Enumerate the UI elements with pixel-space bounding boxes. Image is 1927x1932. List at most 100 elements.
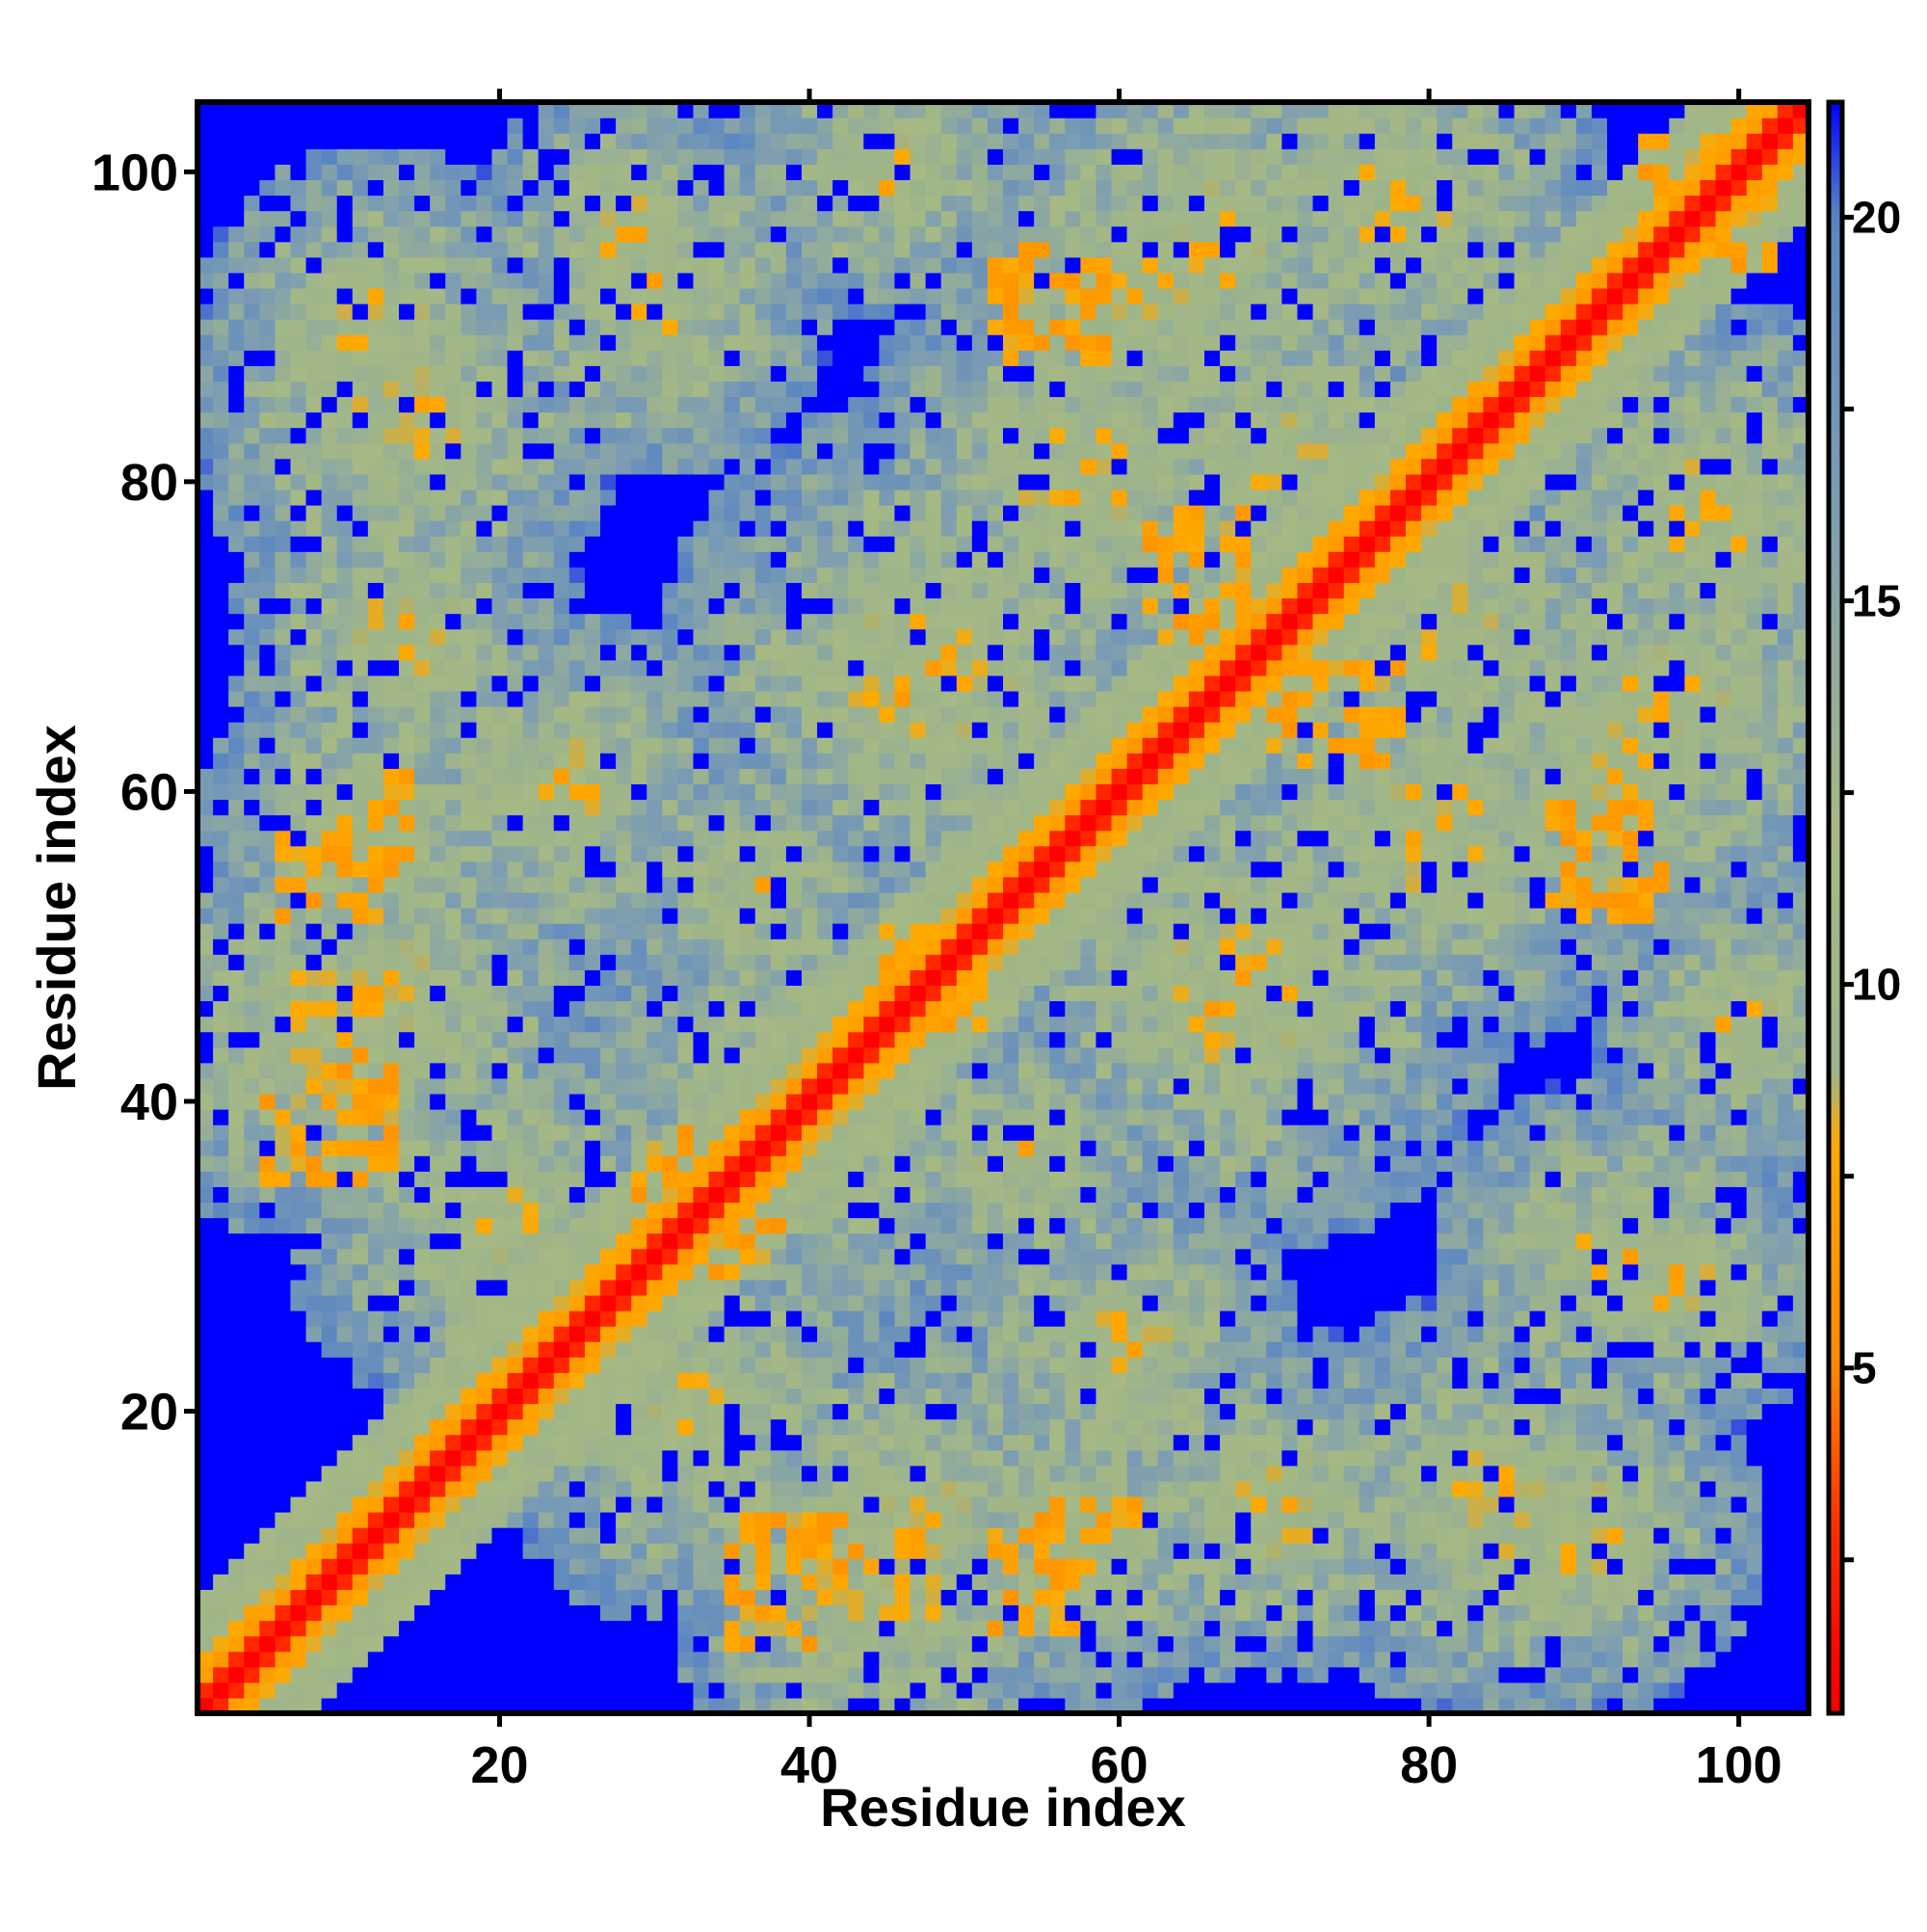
- heatmap-cell: [817, 1016, 833, 1033]
- heatmap-cell: [522, 287, 540, 304]
- heatmap-cell: [198, 225, 214, 243]
- heatmap-cell: [848, 860, 864, 878]
- heatmap-cell: [228, 1388, 245, 1405]
- heatmap-cell: [321, 1000, 338, 1018]
- heatmap-cell: [259, 783, 276, 801]
- heatmap-cell: [553, 582, 570, 599]
- heatmap-cell: [708, 1263, 726, 1281]
- heatmap-cell: [832, 722, 849, 738]
- heatmap-cell: [275, 1620, 292, 1637]
- heatmap-cell: [213, 133, 229, 149]
- heatmap-cell: [770, 304, 787, 320]
- heatmap-cell: [894, 1574, 911, 1590]
- heatmap-cell: [275, 1527, 292, 1544]
- heatmap-cell: [817, 442, 833, 460]
- heatmap-cell: [275, 753, 292, 769]
- heatmap-cell: [538, 1589, 555, 1606]
- heatmap-cell: [228, 365, 245, 382]
- heatmap-cell: [244, 1248, 260, 1265]
- heatmap-cell: [848, 1558, 864, 1575]
- heatmap-cell: [336, 505, 354, 521]
- heatmap-cell: [600, 1186, 617, 1204]
- heatmap-cell: [507, 582, 524, 599]
- heatmap-cell: [568, 179, 586, 197]
- heatmap-cell: [925, 1232, 942, 1250]
- heatmap-cell: [785, 1294, 803, 1311]
- heatmap-cell: [863, 1403, 880, 1420]
- heatmap-cell: [445, 1016, 462, 1033]
- heatmap-cell: [802, 1062, 818, 1079]
- heatmap-cell: [290, 722, 307, 738]
- heatmap-cell: [925, 164, 942, 180]
- heatmap-cell: [305, 1697, 323, 1714]
- heatmap-cell: [693, 860, 710, 878]
- heatmap-cell: [352, 628, 369, 646]
- heatmap-cell: [584, 1512, 601, 1528]
- heatmap-cell: [507, 768, 524, 784]
- heatmap-cell: [863, 1666, 880, 1683]
- heatmap-cell: [863, 1480, 880, 1497]
- heatmap-cell: [925, 737, 942, 754]
- heatmap-cell: [832, 334, 849, 351]
- heatmap-cell: [739, 334, 756, 351]
- heatmap-cell: [863, 706, 880, 723]
- heatmap-cell: [754, 304, 772, 320]
- heatmap-cell: [910, 442, 927, 460]
- heatmap-cell: [553, 118, 570, 134]
- heatmap-cell: [910, 1697, 927, 1714]
- heatmap-cell: [553, 1512, 570, 1528]
- heatmap-cell: [832, 319, 849, 335]
- heatmap-cell: [383, 1527, 400, 1544]
- heatmap-cell: [491, 1681, 509, 1699]
- heatmap-cell: [802, 1480, 818, 1497]
- heatmap-cell: [553, 644, 570, 661]
- heatmap-cell: [321, 954, 338, 970]
- heatmap-cell: [708, 1202, 726, 1219]
- heatmap-cell: [491, 1186, 509, 1204]
- heatmap-cell: [305, 876, 323, 893]
- heatmap-cell: [739, 1418, 756, 1436]
- heatmap-cell: [461, 597, 477, 615]
- heatmap-cell: [754, 133, 772, 149]
- heatmap-cell: [198, 179, 214, 197]
- heatmap-cell: [244, 1279, 260, 1296]
- heatmap-cell: [817, 241, 833, 258]
- heatmap-cell: [321, 1480, 338, 1497]
- heatmap-cell: [305, 1171, 323, 1187]
- heatmap-cell: [910, 923, 927, 940]
- heatmap-cell: [848, 597, 864, 615]
- heatmap-cell: [352, 1635, 369, 1653]
- heatmap-cell: [259, 628, 276, 646]
- heatmap-cell: [445, 1279, 462, 1296]
- heatmap-cell: [754, 891, 772, 909]
- heatmap-cell: [430, 396, 446, 413]
- heatmap-cell: [228, 1558, 245, 1575]
- heatmap-cell: [491, 505, 509, 521]
- heatmap-cell: [228, 1574, 245, 1590]
- heatmap-cell: [244, 520, 260, 537]
- heatmap-cell: [228, 458, 245, 475]
- heatmap-cell: [228, 210, 245, 227]
- heatmap-cell: [739, 319, 756, 335]
- heatmap-cell: [476, 536, 493, 552]
- heatmap-cell: [290, 1000, 307, 1018]
- heatmap-cell: [754, 876, 772, 893]
- heatmap-cell: [430, 768, 446, 784]
- heatmap-cell: [522, 148, 540, 165]
- heatmap-cell: [414, 1000, 431, 1018]
- heatmap-cell: [336, 1681, 354, 1699]
- heatmap-cell: [647, 597, 663, 615]
- heatmap-cell: [213, 225, 229, 243]
- heatmap-cell: [430, 411, 446, 429]
- heatmap-cell: [336, 830, 354, 847]
- heatmap-cell: [414, 350, 431, 366]
- heatmap-cell: [832, 1217, 849, 1234]
- heatmap-cell: [445, 505, 462, 521]
- heatmap-cell: [336, 845, 354, 862]
- heatmap-cell: [383, 1294, 400, 1311]
- heatmap-cell: [476, 1558, 493, 1575]
- heatmap-cell: [259, 1109, 276, 1125]
- heatmap-cell: [600, 396, 617, 413]
- heatmap-cell: [198, 1310, 214, 1327]
- heatmap-cell: [708, 1062, 726, 1079]
